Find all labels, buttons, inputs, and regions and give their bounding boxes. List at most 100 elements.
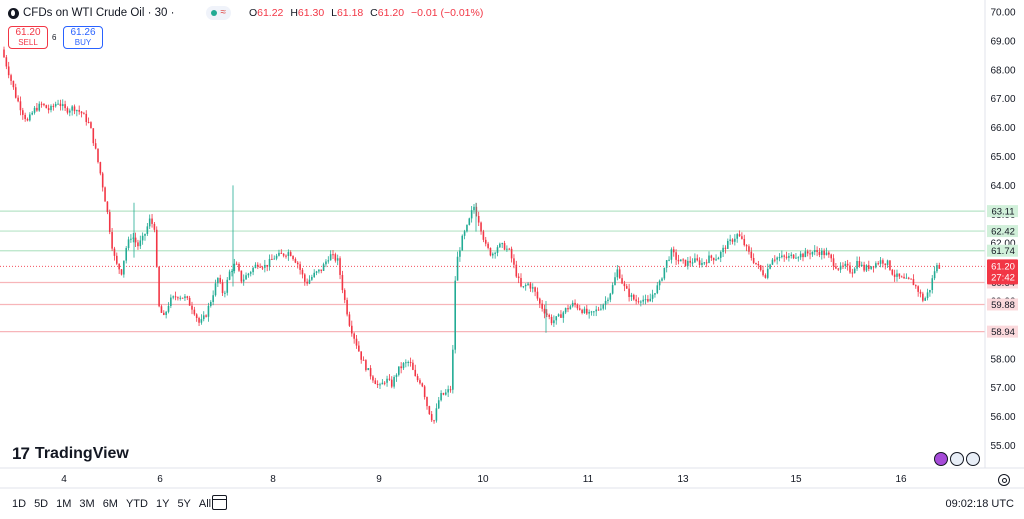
- range-1m[interactable]: 1M: [56, 498, 72, 510]
- candle-body: [499, 243, 501, 248]
- buy-button[interactable]: 61.26 BUY: [63, 26, 103, 49]
- candle-body: [369, 368, 372, 377]
- candle-body: [205, 315, 207, 317]
- candle-body: [163, 312, 165, 315]
- y-tick-label: 62.00: [990, 239, 1015, 250]
- candle-body: [104, 187, 106, 202]
- candle-body: [633, 294, 635, 300]
- range-5d[interactable]: 5D: [34, 498, 49, 510]
- candle-body: [790, 254, 793, 256]
- market-status-pill[interactable]: ≈: [206, 6, 231, 20]
- range-ytd[interactable]: YTD: [125, 498, 148, 510]
- candle-body: [315, 271, 318, 273]
- candle-body: [823, 250, 825, 256]
- calendar-icon[interactable]: [212, 495, 227, 510]
- candle-body: [360, 351, 362, 360]
- candle-body: [893, 274, 896, 277]
- candle-body: [214, 283, 217, 296]
- candle-body: [510, 248, 513, 259]
- us-flag-icon[interactable]: [950, 452, 964, 466]
- range-all[interactable]: All: [198, 498, 212, 510]
- candle-body: [583, 308, 586, 314]
- candle-body: [752, 257, 755, 263]
- candle-body: [151, 218, 153, 224]
- candle-body: [198, 318, 200, 323]
- candle-body: [642, 299, 644, 302]
- hline-label: 61.74: [991, 246, 1015, 257]
- candle-body: [22, 110, 24, 115]
- range-selector: 1D 5D 1M 3M 6M YTD 1Y 5Y All: [8, 496, 215, 512]
- candle-body: [675, 252, 677, 260]
- candle-body: [757, 264, 760, 266]
- tradingview-logo[interactable]: 17 TradingView: [12, 444, 129, 464]
- candle-body: [569, 306, 572, 310]
- x-tick-label: 10: [477, 474, 489, 485]
- candle-body: [856, 260, 858, 269]
- candle-body: [127, 239, 130, 249]
- candle-body: [769, 264, 771, 269]
- candle-body: [90, 122, 92, 129]
- candle-body: [912, 278, 915, 286]
- candle-body: [917, 286, 919, 292]
- symbol-title[interactable]: CFDs on WTI Crude Oil · 30 ·: [23, 7, 175, 19]
- candle-body: [47, 108, 50, 111]
- candle-body: [445, 392, 447, 395]
- candle-body: [875, 263, 877, 268]
- buy-label: BUY: [74, 38, 92, 47]
- candle-body: [249, 272, 252, 274]
- candle-body: [513, 258, 515, 265]
- candle-body: [318, 269, 320, 272]
- candle-body: [416, 376, 419, 381]
- candle-body: [440, 393, 442, 401]
- candle-body: [508, 248, 511, 250]
- candle-body: [275, 255, 278, 259]
- range-3m[interactable]: 3M: [79, 498, 95, 510]
- candle-body: [630, 294, 633, 297]
- candle-body: [463, 231, 466, 236]
- candle-body: [882, 260, 884, 264]
- candle-body: [762, 270, 764, 276]
- candle-body: [137, 242, 139, 247]
- last-price-badge: [987, 259, 1018, 285]
- candle-body: [785, 256, 788, 258]
- hline-label: 58.94: [991, 327, 1015, 338]
- range-5y[interactable]: 5Y: [177, 498, 191, 510]
- candle-body: [212, 295, 214, 302]
- range-1d[interactable]: 1D: [12, 498, 27, 510]
- us-flag-icon-2[interactable]: [966, 452, 980, 466]
- candle-body: [146, 226, 149, 234]
- candle-body: [759, 265, 762, 271]
- candle-body: [905, 277, 908, 279]
- candle-body: [50, 105, 52, 111]
- candle-body: [886, 260, 889, 265]
- lightning-icon[interactable]: [934, 452, 948, 466]
- candle-body: [304, 274, 306, 282]
- close-value: C61.20: [370, 7, 405, 19]
- candle-body: [564, 308, 567, 313]
- candle-body: [313, 272, 315, 277]
- range-1y[interactable]: 1Y: [155, 498, 170, 510]
- sell-button[interactable]: 61.20 SELL: [8, 26, 48, 49]
- y-tick-label: 58.00: [990, 354, 1015, 365]
- candle-body: [623, 283, 626, 287]
- candle-body: [818, 251, 821, 255]
- candle-body: [595, 309, 597, 312]
- candle-body: [348, 314, 351, 326]
- candle-body: [73, 106, 76, 112]
- candle-body: [210, 301, 212, 306]
- candle-body: [609, 293, 612, 300]
- candle-body: [919, 291, 922, 294]
- candle-body: [677, 259, 680, 262]
- candle-body: [414, 369, 417, 377]
- time-axis[interactable]: 4 6 8 9 10 11 13 15 16: [61, 474, 907, 485]
- candle-body: [748, 246, 750, 252]
- candle-body: [61, 104, 64, 107]
- settings-icon[interactable]: [998, 474, 1010, 486]
- candle-body: [341, 274, 344, 291]
- candle-body: [252, 267, 254, 273]
- candle-body: [691, 262, 694, 264]
- candle-body: [543, 308, 546, 314]
- candle-body: [233, 263, 236, 272]
- range-6m[interactable]: 6M: [102, 498, 118, 510]
